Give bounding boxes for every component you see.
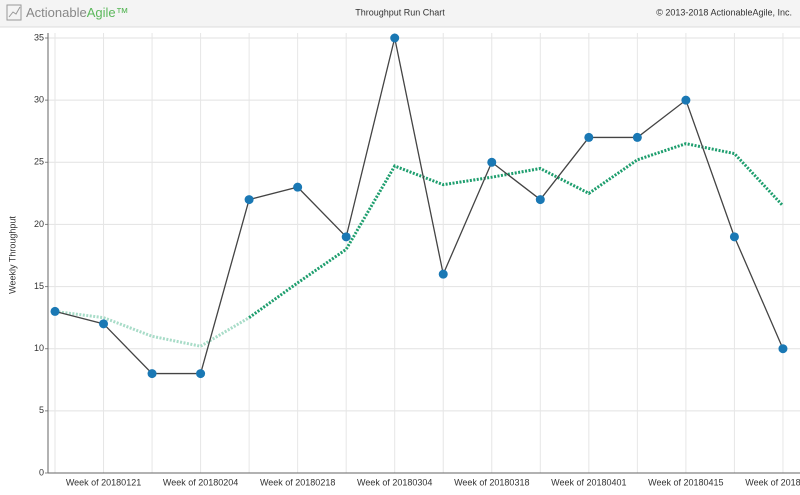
copyright: © 2013-2018 ActionableAgile, Inc. [656,7,792,17]
logo-part: Agile™ [87,5,129,20]
x-tick-label: Week of 20180401 [551,477,626,487]
logo-part: Actionable [26,5,87,20]
rolling-average-line [54,309,250,348]
data-point [778,344,788,354]
data-point [50,306,60,316]
logo-text: ActionableAgile™ [26,5,129,20]
y-axis-label: Weekly Throughput [7,216,17,294]
y-tick-label: 5 [39,405,44,415]
x-tick-label: Week of 20180121 [66,477,141,487]
x-tick-label: Week of 20180204 [163,477,238,487]
data-point [293,182,303,192]
data-point [681,95,691,105]
y-tick-label: 25 [34,157,44,167]
data-point [535,195,545,205]
y-tick-label: 15 [34,281,44,291]
data-point [729,232,739,242]
logo-icon [6,4,22,21]
y-tick-label: 30 [34,95,44,105]
rolling-average-line [248,142,785,319]
x-tick-label: Week of 20180415 [648,477,723,487]
y-tick-label: 35 [34,32,44,42]
header-bar [0,0,800,27]
data-point [99,319,109,329]
y-tick-label: 10 [34,343,44,353]
x-tick-label: Week of 20180429 [745,477,800,487]
y-tick-label: 0 [39,467,44,477]
data-point [584,132,594,142]
y-tick-label: 20 [34,219,44,229]
throughput-line [54,37,784,375]
data-point [632,132,642,142]
data-point [147,369,157,379]
data-point [390,33,400,43]
data-point [341,232,351,242]
data-point [196,369,206,379]
x-tick-label: Week of 20180318 [454,477,529,487]
data-point [438,269,448,279]
data-point [487,157,497,167]
x-tick-label: Week of 20180304 [357,477,432,487]
chart-title: Throughput Run Chart [355,7,445,17]
x-tick-label: Week of 20180218 [260,477,335,487]
data-point [244,195,254,205]
